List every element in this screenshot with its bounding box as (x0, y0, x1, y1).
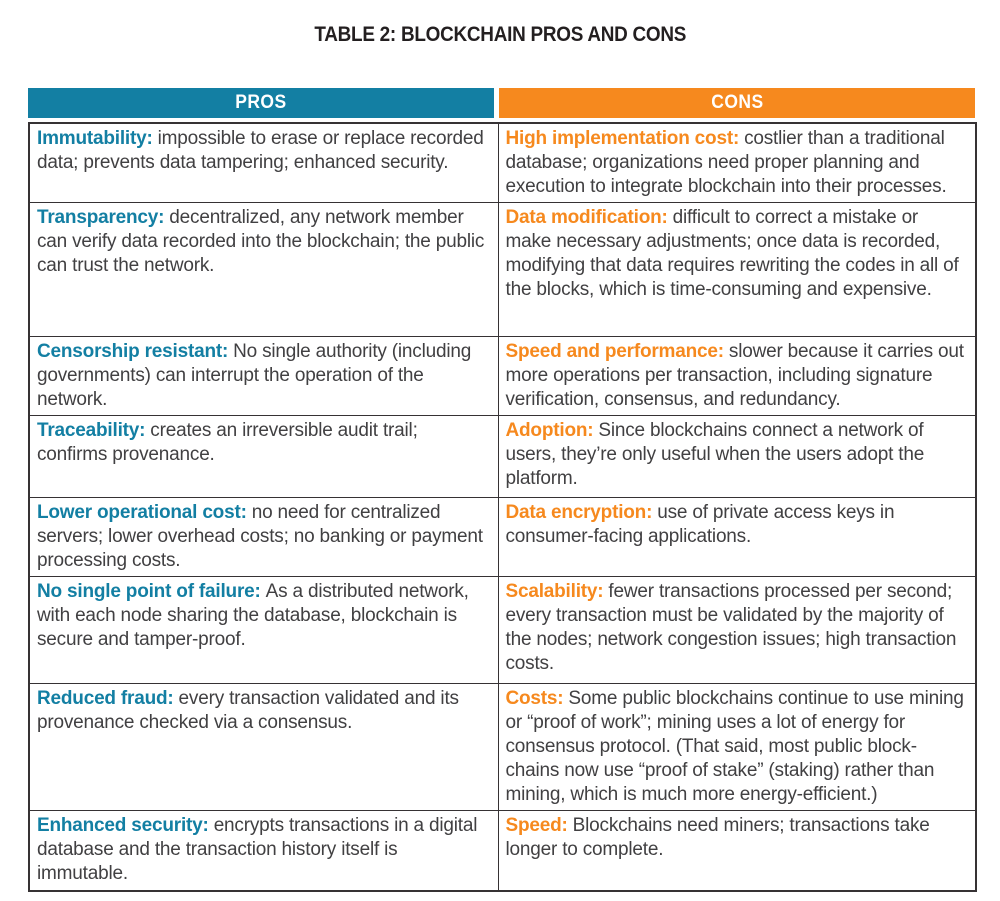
table-header-row: PROS CONS (28, 88, 975, 118)
pros-term: Traceability: (37, 420, 146, 441)
pros-desc: As a distributed network, with each node… (37, 581, 469, 650)
table-row: No single point of failure: As a distribu… (28, 576, 977, 684)
cons-desc: Blockchains need miners; transactions ta… (505, 815, 930, 860)
cons-cell: High implementation cost: costlier than a… (497, 122, 977, 203)
cons-desc: use of private access keys in consumer-f… (505, 502, 895, 547)
pros-cell: Traceability: creates an irreversible aud… (28, 415, 499, 498)
cons-header-label: CONS (710, 92, 764, 113)
cons-cell: Speed and performance: slower because it … (497, 336, 977, 416)
pros-cell: Enhanced security: encrypts transactions … (28, 810, 499, 891)
pros-header-label: PROS (235, 92, 287, 113)
table-row: Traceability: creates an irreversible aud… (28, 415, 977, 498)
table-row: Lower operational cost: no need for centr… (28, 497, 977, 577)
pros-cell: Lower operational cost: no need for centr… (28, 497, 499, 577)
pros-desc: No single authority (including governmen… (37, 341, 472, 410)
cons-term: Scalability: (505, 581, 604, 602)
pros-cell: Censorship resistant: No single authority… (28, 336, 499, 416)
pros-desc: every transaction validated and its prov… (37, 688, 459, 733)
cons-cell: Data encryption: use of private access ke… (497, 497, 977, 577)
pros-cell: Transparency: decentralized, any network … (28, 202, 499, 337)
pros-term: No single point of failure: (37, 581, 261, 602)
table-row: Immutability: impossible to erase or repl… (28, 122, 977, 203)
pros-cell: Immutability: impossible to erase or repl… (28, 122, 499, 203)
pros-desc: no need for centralized servers; lower o… (37, 502, 483, 571)
cons-term: Data encryption: (505, 502, 653, 523)
cons-cell: Costs: Some public blockchains continue t… (497, 683, 977, 811)
pros-desc: encrypts transactions in a digital datab… (37, 815, 478, 884)
cons-term: Data modification: (505, 207, 668, 228)
pros-term: Reduced fraud: (37, 688, 174, 709)
pros-desc: creates an irreversible audit trail; con… (37, 420, 418, 465)
pros-term: Censorship resistant: (37, 341, 229, 362)
pros-desc: impossible to erase or replace recorded … (37, 128, 484, 173)
title-bar: TABLE 2: BLOCKCHAIN PROS AND CONS (0, 22, 1000, 46)
cons-term: Costs: (505, 688, 564, 709)
cons-term: High implementation cost: (505, 128, 740, 149)
cons-desc: difficult to correct a mistake or make n… (505, 207, 959, 300)
table-row: Transparency: decentralized, any network … (28, 202, 977, 337)
pros-header-cell: PROS (28, 88, 494, 118)
cons-desc: fewer transactions processed per second;… (505, 581, 957, 674)
pros-cell: Reduced fraud: every transaction validate… (28, 683, 499, 811)
cons-desc: slower because it carries out more opera… (505, 341, 965, 410)
cons-header-cell: CONS (499, 88, 975, 118)
pros-term: Transparency: (37, 207, 165, 228)
cons-desc: costlier than a traditional database; or… (505, 128, 947, 197)
cons-cell: Speed: Blockchains need miners; transacti… (497, 810, 977, 891)
pros-cell: No single point of failure: As a distribu… (28, 576, 499, 684)
cons-cell: Adoption: Since blockchains connect a net… (497, 415, 977, 498)
table-row: Reduced fraud: every transaction validate… (28, 683, 977, 811)
cons-term: Speed: (505, 815, 568, 836)
cons-desc: Some public blockchains continue to use … (505, 688, 964, 805)
pros-term: Enhanced security: (37, 815, 209, 836)
cons-cell: Data modification: difficult to correct a… (497, 202, 977, 337)
pros-desc: decentralized, any network member can ve… (37, 207, 485, 276)
pros-cons-table: Immutability: impossible to erase or repl… (28, 122, 977, 892)
table-row: Enhanced security: encrypts transactions … (28, 810, 977, 891)
cons-desc: Since blockchains connect a network of u… (505, 420, 925, 489)
cons-cell: Scalability: fewer transactions processed… (497, 576, 977, 684)
pros-term: Immutability: (37, 128, 153, 149)
page-title: TABLE 2: BLOCKCHAIN PROS AND CONS (314, 22, 686, 46)
cons-term: Adoption: (505, 420, 594, 441)
cons-term: Speed and performance: (505, 341, 725, 362)
table-row: Censorship resistant: No single authority… (28, 336, 977, 416)
pros-term: Lower operational cost: (37, 502, 247, 523)
